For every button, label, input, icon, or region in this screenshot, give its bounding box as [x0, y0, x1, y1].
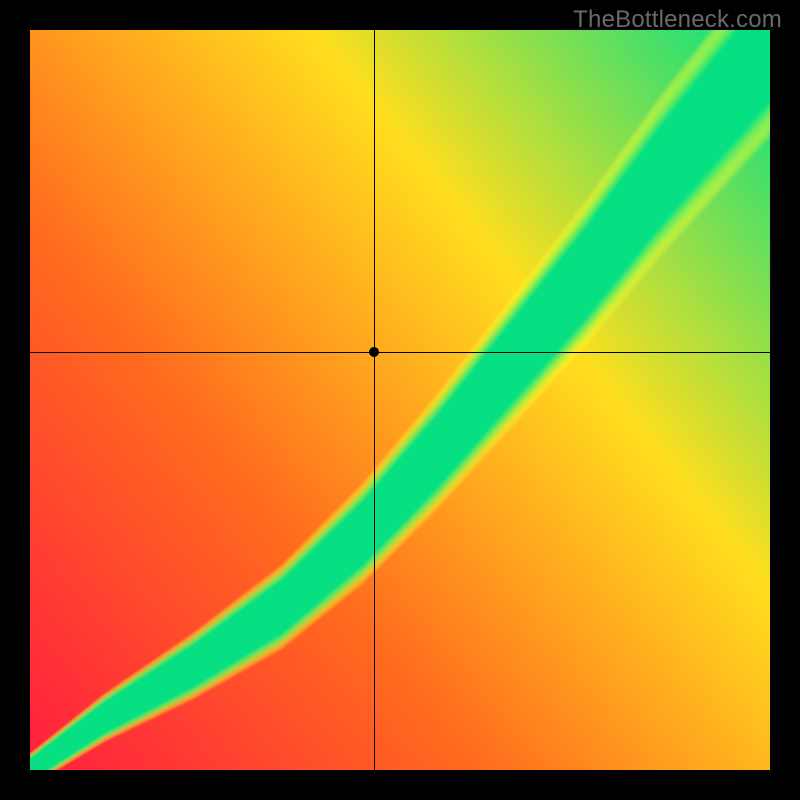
- crosshair-vertical: [374, 30, 375, 770]
- plot-area: [30, 30, 770, 770]
- watermark-text: TheBottleneck.com: [573, 6, 782, 34]
- chart-container: TheBottleneck.com: [0, 0, 800, 800]
- crosshair-horizontal: [30, 352, 770, 353]
- heatmap-canvas: [30, 30, 770, 770]
- crosshair-marker: [369, 347, 379, 357]
